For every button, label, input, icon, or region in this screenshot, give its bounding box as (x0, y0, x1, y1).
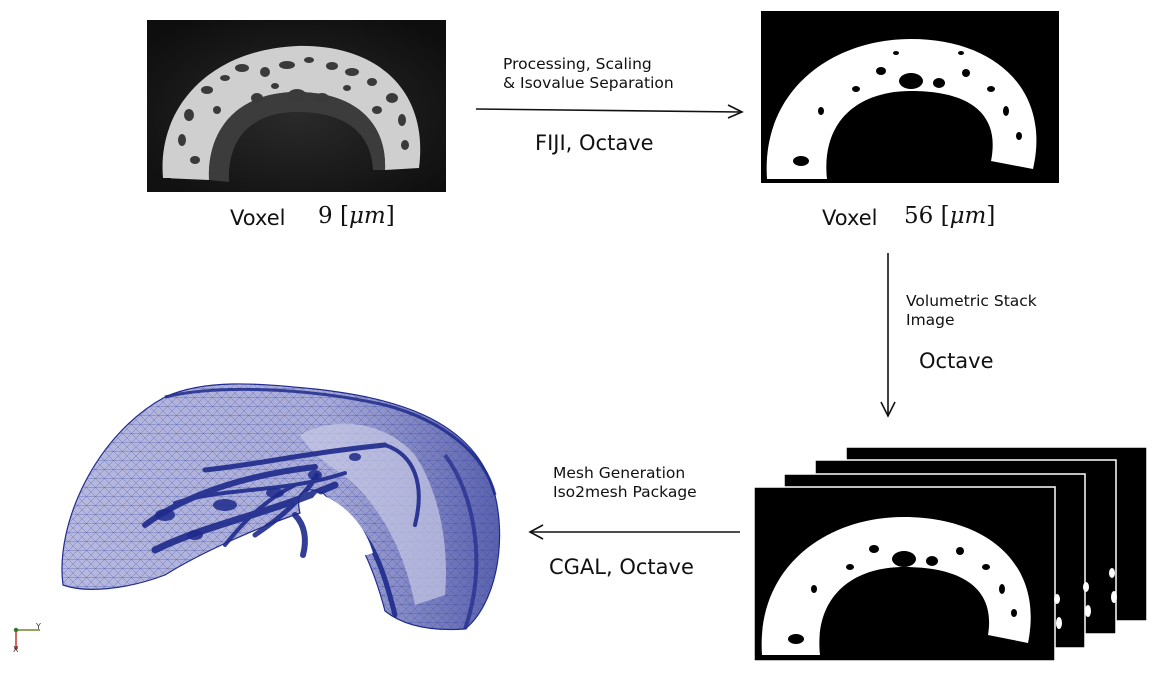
stacking-line-1: Volumetric Stack (906, 292, 1037, 310)
meshing-tool: CGAL, Octave (549, 555, 694, 579)
binary-voxel-unit: μm (949, 203, 987, 229)
ct-voxel-label: Voxel (230, 206, 286, 230)
ct-voxel-unit: μm (348, 203, 386, 229)
tetrahedral-mesh (61, 383, 501, 631)
ct-voxel-size: 9 [μm] (318, 203, 395, 229)
meshing-line-1: Mesh Generation (553, 464, 686, 482)
meshing-arrow (528, 524, 740, 540)
stacking-tool: Octave (919, 349, 994, 373)
binary-voxel-label: Voxel (822, 206, 878, 230)
processing-tool: FIJI, Octave (535, 131, 654, 155)
binary-voxel-size: 56 [μm] (904, 203, 996, 229)
binary-image (761, 11, 1059, 183)
axis-y-label: Y (36, 622, 41, 631)
axes-triad (13, 627, 40, 650)
meshing-line-2: Iso2mesh Package (553, 483, 697, 501)
image-stack (753, 446, 1148, 662)
processing-arrow (475, 104, 744, 119)
ct-voxel-value: 9 (318, 203, 333, 229)
processing-step-label: Processing, Scaling & Isovalue Separatio… (503, 55, 674, 93)
processing-line-2: & Isovalue Separation (503, 74, 674, 92)
stacking-step-label: Volumetric Stack Image (906, 292, 1037, 330)
processing-line-1: Processing, Scaling (503, 55, 652, 73)
stacking-line-2: Image (906, 311, 955, 329)
stacking-arrow (880, 253, 896, 418)
axis-x-label: X (13, 645, 19, 654)
binary-voxel-value: 56 (904, 203, 934, 229)
ct-scan-image (147, 20, 446, 192)
meshing-step-label: Mesh Generation Iso2mesh Package (553, 464, 697, 502)
